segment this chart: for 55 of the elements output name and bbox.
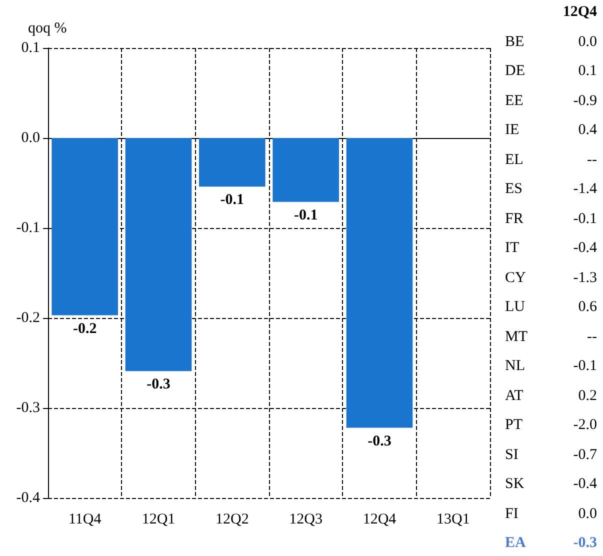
y-axis-title: qoq % <box>28 20 67 36</box>
category-label: LU <box>505 299 525 316</box>
category-label: AT <box>505 388 524 404</box>
text: -0.4 <box>573 240 597 256</box>
text: 0.0 <box>578 34 597 50</box>
y-tick-label: -0.2 <box>16 310 40 326</box>
category-label: FI <box>505 506 518 522</box>
text: 0.1 <box>578 63 597 80</box>
y-tick-label: 0.0 <box>21 130 40 146</box>
text: -1.4 <box>573 181 597 198</box>
category-label: IT <box>505 240 520 256</box>
text: 12Q4 <box>562 4 597 21</box>
data-label: -0.3 <box>146 376 170 393</box>
text: -- <box>587 328 597 345</box>
text: 0.4 <box>578 122 597 138</box>
category-label: PT <box>505 417 523 434</box>
y-tick-label: 0.1 <box>21 40 40 56</box>
text: -0.4 <box>573 476 597 492</box>
text: -0.1 <box>573 210 597 227</box>
category-label: CY <box>505 270 526 286</box>
text: 0.2 <box>578 388 597 404</box>
x-tick-label: 12Q2 <box>215 512 249 528</box>
x-tick-label: 12Q4 <box>362 512 397 528</box>
text: 0.0 <box>578 506 597 522</box>
data-label: -0.2 <box>72 320 97 337</box>
x-tick-label: 12Q1 <box>142 512 176 528</box>
text: -0.9 <box>573 92 597 109</box>
y-tick-label: -0.3 <box>16 400 40 416</box>
y-tick-label: -0.4 <box>16 490 40 506</box>
category-label: SI <box>505 446 518 463</box>
x-tick-label: 13Q1 <box>436 512 470 528</box>
text: -0.1 <box>573 358 597 374</box>
category-label: NL <box>505 358 525 374</box>
category-label: ES <box>505 181 523 198</box>
category-label: SK <box>505 476 524 492</box>
category-label: EE <box>505 92 524 109</box>
x-tick-label: 12Q3 <box>289 512 323 528</box>
data-label: -0.3 <box>368 433 392 450</box>
category-label: MT <box>505 328 528 345</box>
text: 0.6 <box>578 299 597 316</box>
x-tick-label: 11Q4 <box>68 512 102 528</box>
category-label: FR <box>505 210 524 227</box>
category-label: IE <box>505 122 520 138</box>
y-tick-label: -0.1 <box>16 220 40 236</box>
category-label: EL <box>505 152 524 168</box>
data-label: -0.1 <box>294 207 318 224</box>
text: -1.3 <box>573 270 597 286</box>
text: -0.7 <box>573 446 597 463</box>
text: -0.3 <box>573 535 597 551</box>
category-label: DE <box>505 63 525 80</box>
category-label: EA <box>505 535 526 551</box>
text: -- <box>587 152 597 168</box>
text: -2.0 <box>573 417 597 434</box>
data-label: -0.1 <box>220 192 244 208</box>
category-label: BE <box>505 34 524 50</box>
